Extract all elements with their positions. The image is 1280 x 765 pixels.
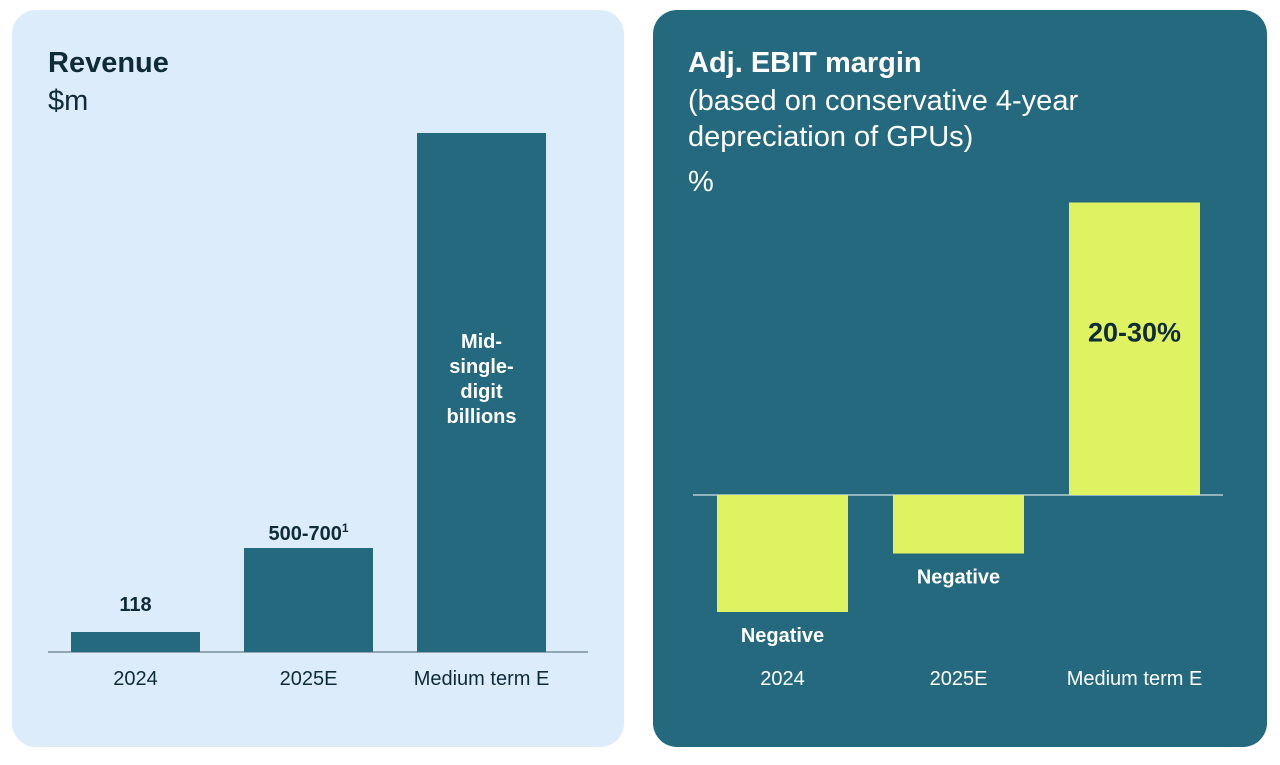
- bar-inside-label: billions: [447, 406, 517, 428]
- bar-inside-label: digit: [460, 381, 503, 403]
- x-tick-label: 2024: [113, 668, 158, 690]
- x-tick-label: Medium term E: [414, 668, 550, 690]
- bar-value-label: Negative: [741, 625, 824, 647]
- ebit-panel: Adj. EBIT margin (based on conservative …: [653, 10, 1267, 747]
- ebit-subtitle-line: depreciation of GPUs): [688, 121, 974, 153]
- ebit-chart: 2024 Negative 2025E Negative Medium term E 20…: [693, 202, 1223, 690]
- x-tick-label: 2025E: [280, 668, 338, 690]
- ebit-bar: [893, 495, 1024, 554]
- revenue-unit: $m: [48, 85, 89, 117]
- x-tick-label: Medium term E: [1067, 668, 1203, 690]
- revenue-bar: [417, 133, 546, 652]
- bar-value-label: 118: [119, 594, 151, 616]
- revenue-bar: [71, 632, 200, 652]
- revenue-bar: [244, 548, 373, 652]
- ebit-subtitle: (based on conservative 4-year depreciati…: [688, 83, 1208, 155]
- bar-inside-label: single-: [449, 356, 513, 378]
- x-tick-label: 2024: [760, 668, 805, 690]
- ebit-bar: [1069, 202, 1200, 495]
- ebit-bar: [717, 495, 848, 612]
- ebit-subtitle-line: (based on conservative 4-year: [688, 85, 1079, 117]
- ebit-unit: %: [688, 166, 714, 198]
- bar-inside-label: Mid-: [461, 331, 502, 353]
- ebit-title: Adj. EBIT margin: [688, 47, 922, 79]
- footnote-marker: 1: [342, 521, 349, 535]
- revenue-title: Revenue: [48, 47, 169, 79]
- revenue-chart: 2024 2025E Medium term E 118 500-7001 Mid-sin…: [48, 133, 588, 690]
- bar-inside-label: 20-30%: [1088, 318, 1181, 348]
- revenue-panel: Revenue $m 2024 2025E Medium term E 118 500-…: [12, 10, 624, 747]
- bar-value-label: 500-7001: [268, 521, 348, 545]
- bar-value-label: Negative: [917, 567, 1000, 589]
- x-tick-label: 2025E: [930, 668, 988, 690]
- bar-value-text: 500-700: [268, 523, 341, 545]
